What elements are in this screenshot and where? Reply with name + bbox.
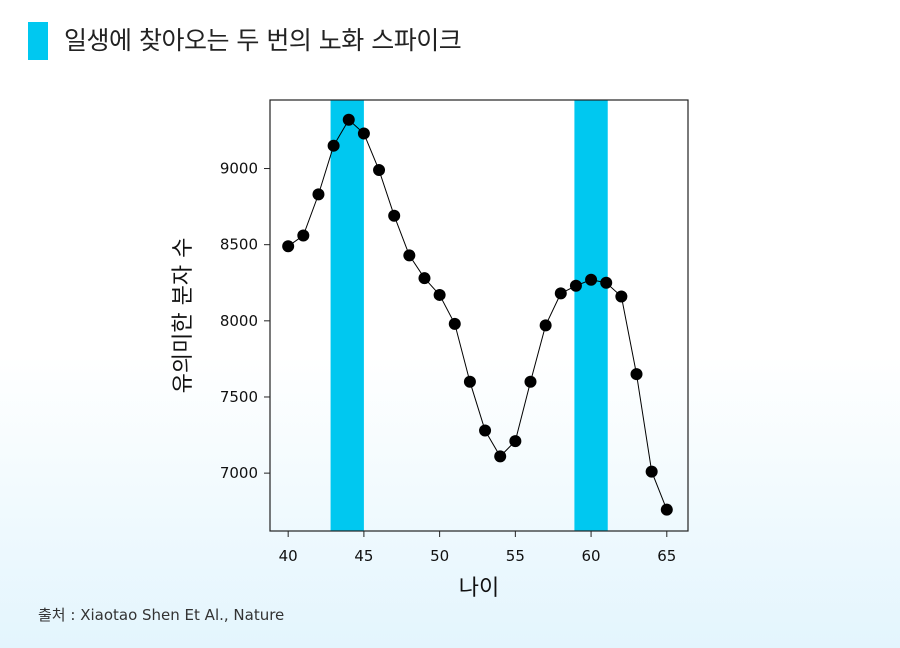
highlight-bands (330, 100, 608, 531)
data-point (509, 435, 522, 448)
data-point (585, 273, 598, 286)
data-point (539, 319, 552, 332)
data-point (524, 375, 537, 388)
data-point (418, 272, 431, 285)
x-axis-label: 나이 (459, 576, 499, 601)
highlight-band-2 (574, 100, 608, 531)
data-point (630, 368, 643, 381)
y-tick-label: 7500 (220, 388, 258, 406)
y-tick-label: 8500 (220, 236, 258, 254)
data-series (282, 113, 673, 516)
data-point (312, 188, 325, 201)
highlight-band-1 (330, 100, 364, 531)
y-tick-label: 9000 (220, 160, 258, 178)
data-point (327, 139, 340, 152)
data-point (403, 249, 416, 262)
plot-frame (269, 99, 689, 532)
source-credit: 출처 : Xiaotao Shen Et Al., Nature (38, 606, 285, 624)
page-title: 일생에 찾아오는 두 번의 노화 스파이크 (64, 26, 462, 55)
x-tick-label: 65 (657, 547, 676, 565)
data-point (433, 288, 446, 301)
data-point (373, 164, 386, 177)
x-tick-label: 45 (354, 547, 373, 565)
axis-ticks: 40 45 50 55 60 65 7000 7500 8000 8500 9000 (220, 160, 677, 565)
data-point (554, 287, 567, 300)
data-point (479, 424, 492, 437)
data-point (448, 317, 461, 330)
y-tick-label: 7000 (220, 464, 258, 482)
data-point (357, 127, 370, 140)
data-point (660, 503, 673, 516)
x-tick-label: 40 (279, 547, 298, 565)
x-tick-label: 60 (582, 547, 601, 565)
x-tick-label: 50 (430, 547, 449, 565)
data-point (645, 465, 658, 478)
data-point (342, 113, 355, 126)
data-point (569, 279, 582, 292)
y-axis-label: 유의미한 분자 수 (171, 238, 196, 394)
data-point (494, 450, 507, 463)
data-point (282, 240, 295, 253)
data-point (297, 229, 310, 242)
data-point (615, 290, 628, 303)
y-tick-label: 8000 (220, 312, 258, 330)
x-tick-label: 55 (506, 547, 525, 565)
title-accent-bar (28, 22, 48, 60)
data-point (388, 209, 401, 222)
data-point (463, 375, 476, 388)
data-point (600, 276, 613, 289)
